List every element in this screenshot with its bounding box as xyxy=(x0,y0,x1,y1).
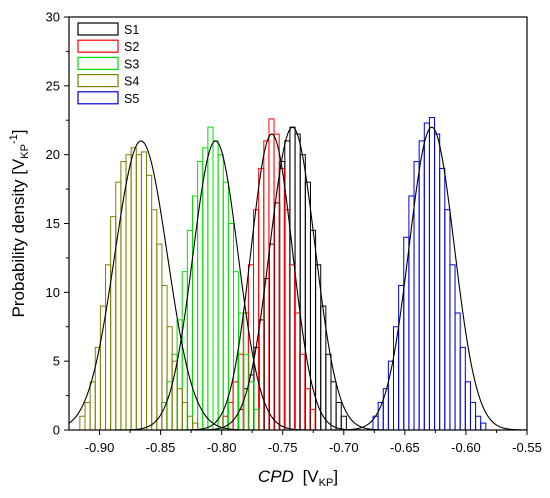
histogram-bar xyxy=(330,381,337,430)
legend-label-s4: S4 xyxy=(124,75,139,89)
legend-swatch-s2 xyxy=(77,39,119,53)
histogram-bar xyxy=(202,147,209,430)
histogram-bar xyxy=(187,415,194,430)
y-tick-label: 30 xyxy=(46,10,60,25)
histogram-bar xyxy=(454,312,461,430)
histogram-bar xyxy=(207,126,214,430)
legend-label-s5: S5 xyxy=(124,92,139,106)
histogram-bar xyxy=(382,388,389,430)
histogram-bar xyxy=(217,154,224,430)
x-tick-label: -0.70 xyxy=(329,440,359,455)
histogram-bar xyxy=(449,264,456,430)
legend-label-s3: S3 xyxy=(124,57,139,71)
x-axis-title-unit: V xyxy=(307,467,319,486)
histogram-bar xyxy=(79,415,86,430)
legend-swatch-s4 xyxy=(77,73,119,88)
histogram-bar xyxy=(166,326,173,430)
histogram-bar xyxy=(146,174,153,430)
x-axis-title-unit-sub: KP xyxy=(319,477,334,489)
histogram-bar xyxy=(423,122,430,430)
y-axis-title-sup: -1 xyxy=(8,134,20,144)
histogram-bar xyxy=(340,415,347,430)
x-tick-label: -0.60 xyxy=(451,440,481,455)
histogram-bar xyxy=(439,167,446,430)
histogram-bar xyxy=(212,140,219,430)
histogram-bar xyxy=(94,346,101,430)
x-tick-label: -0.55 xyxy=(512,440,542,455)
histogram-bar xyxy=(84,401,91,430)
axis-ticks-layer: -0.90 -0.85 -0.80 -0.75 -0.70 -0.65 -0.60 -0.55… xyxy=(46,10,542,456)
x-tick-label: -0.65 xyxy=(390,440,420,455)
histogram-bar xyxy=(110,216,117,430)
x-axis-title: CPD [VKP] xyxy=(258,467,338,489)
histogram-bar xyxy=(130,147,137,430)
x-tick-label: -0.75 xyxy=(268,440,298,455)
series-s3-fit-curve xyxy=(91,140,340,430)
y-axis-title-sub: KP xyxy=(19,144,31,159)
y-tick-label: 20 xyxy=(46,147,60,162)
series-s5-bars xyxy=(372,117,487,430)
series-s3-bars xyxy=(161,126,260,430)
histogram-bar xyxy=(480,422,487,430)
histogram-bar xyxy=(156,243,163,430)
histogram-bar xyxy=(248,381,255,430)
histogram-bar xyxy=(309,408,316,430)
y-tick-label: 10 xyxy=(46,285,60,300)
y-axis-title-main: Probability density [V xyxy=(9,158,28,317)
histogram-bar xyxy=(434,133,441,430)
histogram-bar xyxy=(444,209,451,430)
histogram-bar xyxy=(181,401,189,430)
histogram-bar xyxy=(140,151,148,430)
legend: S1 S2 S3 S4 S5 xyxy=(77,22,139,106)
histogram-bar xyxy=(459,346,466,430)
series-s1-fit-curve xyxy=(168,126,417,430)
histogram-bar xyxy=(418,140,425,430)
histogram-bar xyxy=(469,401,477,430)
histogram-bar xyxy=(309,229,317,430)
y-tick-label: 15 xyxy=(46,216,60,231)
histogram-bar xyxy=(89,381,96,430)
series-s2-bars xyxy=(222,118,316,430)
histogram-bar xyxy=(464,381,471,430)
histogram-bars-layer xyxy=(79,117,487,430)
legend-label-s2: S2 xyxy=(124,40,139,54)
x-axis-title-main: CPD xyxy=(258,467,294,486)
legend-swatch-s1 xyxy=(77,22,119,36)
histogram-bar xyxy=(428,117,436,430)
histogram-bar xyxy=(253,408,260,430)
histogram-bar xyxy=(176,388,183,430)
x-axis-title-bracket-close: ] xyxy=(333,467,338,486)
x-tick-label: -0.90 xyxy=(85,440,115,455)
series-s4-bars xyxy=(79,147,199,430)
legend-label-s1: S1 xyxy=(124,23,139,37)
x-axis-title-bracket-open: [ xyxy=(303,467,308,486)
y-tick-label: 0 xyxy=(53,423,60,438)
histogram-bar xyxy=(135,154,142,430)
histogram-bar xyxy=(325,353,332,430)
y-axis-title: Probability density [VKP-1] xyxy=(8,130,31,318)
histogram-bar xyxy=(335,401,342,430)
legend-swatch-s3 xyxy=(77,56,119,71)
series-s1-bars xyxy=(238,126,347,430)
y-tick-label: 5 xyxy=(53,354,60,369)
histogram-bar xyxy=(222,181,229,430)
histogram-bar xyxy=(99,305,107,430)
histogram-bar xyxy=(125,154,132,430)
histogram-bar xyxy=(161,401,168,430)
y-tick-label: 25 xyxy=(46,78,60,93)
histogram-bar xyxy=(192,422,199,430)
legend-swatch-s5 xyxy=(77,91,119,105)
y-axis-title-close: ] xyxy=(9,130,28,135)
histogram-bar xyxy=(475,415,482,430)
histogram-bar xyxy=(151,209,158,430)
x-tick-label: -0.80 xyxy=(207,440,237,455)
series-s5-fit-curve xyxy=(307,126,527,430)
x-tick-label: -0.85 xyxy=(146,440,176,455)
